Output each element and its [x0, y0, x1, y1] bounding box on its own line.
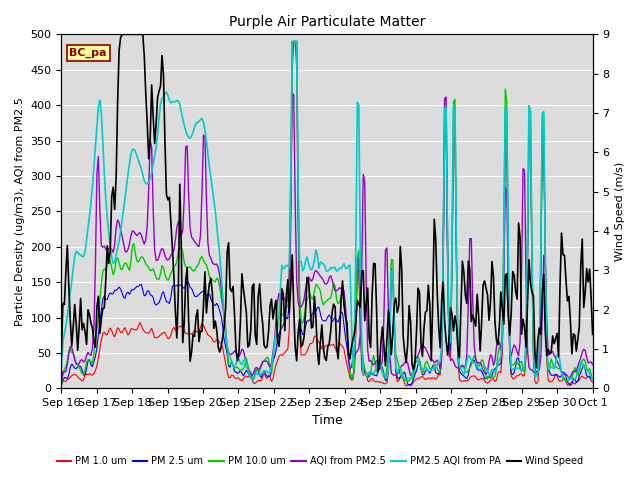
X-axis label: Time: Time [312, 414, 342, 427]
Y-axis label: Particle Density (ug/m3), AQI from PM2.5: Particle Density (ug/m3), AQI from PM2.5 [15, 97, 25, 326]
Legend: PM 1.0 um, PM 2.5 um, PM 10.0 um, AQI from PM2.5, PM2.5 AQI from PA, Wind Speed: PM 1.0 um, PM 2.5 um, PM 10.0 um, AQI fr… [53, 453, 587, 470]
Title: Purple Air Particulate Matter: Purple Air Particulate Matter [229, 15, 425, 29]
Y-axis label: Wind Speed (m/s): Wind Speed (m/s) [615, 162, 625, 261]
Text: BC_pa: BC_pa [69, 48, 107, 58]
